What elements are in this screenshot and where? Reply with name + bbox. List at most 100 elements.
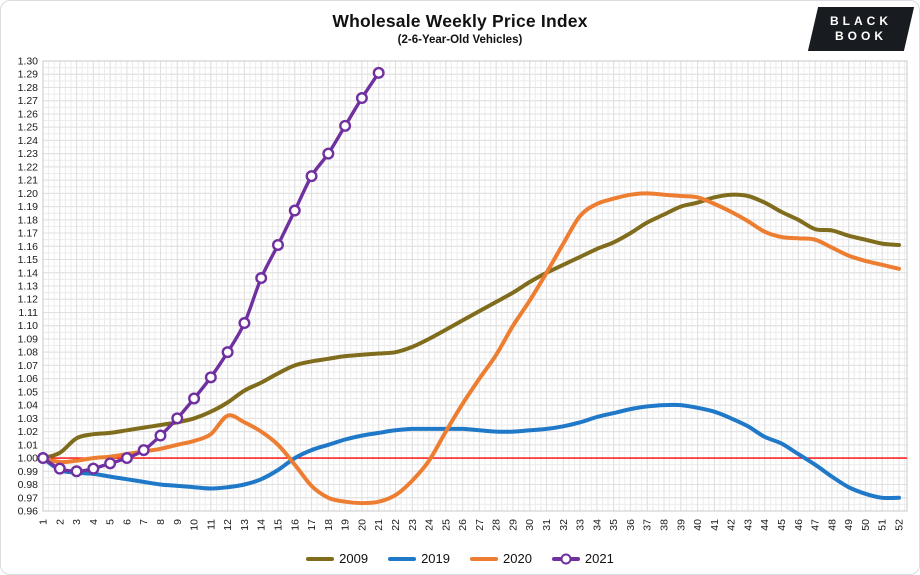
svg-text:30: 30 bbox=[524, 519, 536, 531]
svg-text:27: 27 bbox=[474, 519, 486, 531]
svg-text:8: 8 bbox=[155, 519, 167, 525]
svg-text:1.05: 1.05 bbox=[18, 386, 39, 398]
plot-border bbox=[42, 60, 908, 512]
svg-text:22: 22 bbox=[390, 519, 402, 531]
svg-text:1.23: 1.23 bbox=[18, 148, 39, 160]
svg-text:18: 18 bbox=[323, 519, 335, 531]
svg-text:1.28: 1.28 bbox=[18, 82, 39, 94]
svg-text:37: 37 bbox=[642, 519, 654, 531]
svg-text:1.11: 1.11 bbox=[18, 307, 38, 319]
legend-line-2019-icon bbox=[388, 556, 417, 561]
black-book-logo-text: BLACK BOOK bbox=[830, 14, 892, 44]
svg-text:0.96: 0.96 bbox=[18, 506, 39, 518]
svg-text:1: 1 bbox=[38, 519, 50, 525]
svg-text:1.09: 1.09 bbox=[18, 333, 39, 345]
svg-text:13: 13 bbox=[239, 519, 251, 531]
svg-text:1.15: 1.15 bbox=[18, 254, 39, 266]
svg-text:1.25: 1.25 bbox=[18, 122, 39, 134]
svg-text:0.99: 0.99 bbox=[18, 466, 39, 478]
legend-item-2019: 2019 bbox=[388, 551, 450, 566]
svg-text:12: 12 bbox=[222, 519, 234, 531]
series-markers-2021 bbox=[37, 66, 385, 478]
svg-text:0.98: 0.98 bbox=[18, 479, 39, 491]
svg-text:1.26: 1.26 bbox=[18, 108, 39, 120]
svg-text:1.10: 1.10 bbox=[18, 320, 39, 332]
svg-text:43: 43 bbox=[742, 519, 754, 531]
svg-text:41: 41 bbox=[709, 519, 721, 531]
chart-title: Wholesale Weekly Price Index bbox=[332, 11, 588, 31]
svg-text:1.03: 1.03 bbox=[18, 413, 39, 425]
svg-text:1.00: 1.00 bbox=[18, 453, 39, 465]
svg-text:1.14: 1.14 bbox=[18, 267, 39, 279]
svg-text:14: 14 bbox=[256, 519, 268, 531]
svg-text:33: 33 bbox=[575, 519, 587, 531]
svg-text:16: 16 bbox=[289, 519, 301, 531]
svg-text:1.27: 1.27 bbox=[18, 95, 39, 107]
chart-canvas: 0.96 0.970.980.991.00 1.011.021.031.04 1.05… bbox=[18, 57, 908, 531]
svg-text:1.06: 1.06 bbox=[18, 373, 39, 385]
svg-text:26: 26 bbox=[457, 519, 469, 531]
legend-line-2021-marker-icon bbox=[551, 553, 580, 564]
svg-text:39: 39 bbox=[675, 519, 687, 531]
svg-text:28: 28 bbox=[491, 519, 503, 531]
black-book-logo: BLACK BOOK bbox=[807, 7, 915, 51]
svg-text:38: 38 bbox=[659, 519, 671, 531]
svg-text:25: 25 bbox=[440, 519, 452, 531]
svg-text:1.07: 1.07 bbox=[18, 360, 39, 372]
legend-item-2021: 2021 bbox=[551, 551, 614, 566]
svg-text:2: 2 bbox=[54, 519, 66, 525]
svg-text:1.17: 1.17 bbox=[18, 228, 39, 240]
svg-text:40: 40 bbox=[692, 519, 704, 531]
svg-text:1.12: 1.12 bbox=[18, 294, 39, 306]
svg-text:4: 4 bbox=[88, 519, 100, 525]
legend: 2009 2019 2020 2021 bbox=[1, 551, 919, 566]
svg-text:1.18: 1.18 bbox=[18, 214, 39, 226]
svg-text:3: 3 bbox=[71, 519, 83, 525]
series-line-2009 bbox=[41, 192, 901, 461]
svg-text:29: 29 bbox=[507, 519, 519, 531]
svg-text:50: 50 bbox=[860, 519, 872, 531]
svg-text:1.01: 1.01 bbox=[18, 439, 39, 451]
x-axis-labels: 1 2 3 4 5 6 7 8 9 10 11 12 13 14 15 16 17 18 19 20 21 22 23 24 2… bbox=[38, 519, 906, 531]
svg-text:46: 46 bbox=[793, 519, 805, 531]
svg-text:11: 11 bbox=[205, 519, 217, 530]
svg-text:19: 19 bbox=[340, 519, 352, 531]
svg-text:44: 44 bbox=[759, 519, 771, 531]
series-line-2019 bbox=[41, 402, 901, 501]
svg-text:45: 45 bbox=[776, 519, 788, 531]
legend-label-2009: 2009 bbox=[339, 551, 369, 566]
svg-text:21: 21 bbox=[373, 519, 385, 531]
chart-header: Wholesale Weekly Price Index (2-6-Year-O… bbox=[1, 11, 919, 46]
svg-text:1.04: 1.04 bbox=[18, 400, 39, 412]
svg-text:48: 48 bbox=[826, 519, 838, 531]
svg-text:47: 47 bbox=[810, 519, 822, 531]
svg-text:31: 31 bbox=[541, 519, 553, 531]
svg-text:10: 10 bbox=[189, 519, 201, 531]
svg-text:35: 35 bbox=[608, 519, 620, 531]
svg-text:1.21: 1.21 bbox=[18, 175, 39, 187]
svg-text:1.16: 1.16 bbox=[18, 241, 39, 253]
svg-text:5: 5 bbox=[105, 519, 117, 525]
series-line-2021 bbox=[37, 66, 385, 478]
svg-text:34: 34 bbox=[591, 519, 603, 531]
svg-text:42: 42 bbox=[726, 519, 738, 531]
svg-text:6: 6 bbox=[121, 519, 133, 525]
svg-text:51: 51 bbox=[877, 519, 889, 531]
svg-text:36: 36 bbox=[625, 519, 637, 531]
legend-item-2009: 2009 bbox=[306, 551, 368, 566]
legend-label-2019: 2019 bbox=[421, 551, 450, 566]
svg-text:0.97: 0.97 bbox=[18, 492, 39, 504]
svg-text:1.02: 1.02 bbox=[18, 426, 39, 438]
legend-line-2009-icon bbox=[306, 556, 335, 561]
svg-text:20: 20 bbox=[356, 519, 368, 531]
svg-text:1.20: 1.20 bbox=[18, 188, 39, 200]
legend-label-2021: 2021 bbox=[584, 551, 614, 566]
svg-text:49: 49 bbox=[843, 519, 855, 531]
svg-text:1.30: 1.30 bbox=[18, 57, 39, 68]
svg-text:15: 15 bbox=[272, 519, 284, 531]
legend-label-2020: 2020 bbox=[503, 551, 532, 566]
svg-text:1.22: 1.22 bbox=[18, 161, 39, 173]
svg-text:17: 17 bbox=[306, 519, 318, 531]
series-line-2020 bbox=[41, 191, 901, 506]
